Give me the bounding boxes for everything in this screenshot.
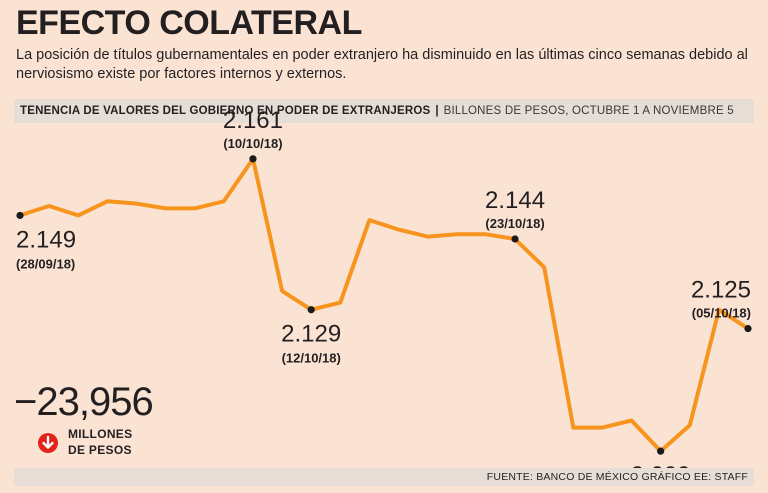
data-point-marker <box>511 235 519 243</box>
data-label-value: 2.129 <box>281 321 341 348</box>
data-point-marker <box>307 306 315 314</box>
summary-unit-line2: DE PESOS <box>68 443 132 457</box>
data-point-marker <box>744 324 752 333</box>
data-point-marker <box>16 211 24 220</box>
data-label-value: 2.125 <box>691 277 751 304</box>
summary-unit: MILLONES DE PESOS <box>68 426 132 458</box>
chart-header-title: TENENCIA DE VALORES DEL GOBIERNO EN PODE… <box>20 105 431 117</box>
chart-subtitle: La posición de títulos gubernamentales e… <box>16 47 748 82</box>
summary-value: −23,956 <box>14 380 154 424</box>
chart-header-units: BILLONES DE PESOS, OCTUBRE 1 A NOVIEMBRE… <box>443 105 734 117</box>
chart-header-bar: TENENCIA DE VALORES DEL GOBIERNO EN PODE… <box>14 99 754 123</box>
data-label-date: (05/10/18) <box>692 306 751 321</box>
data-label-date: (23/10/18) <box>485 216 544 231</box>
data-label-value: 2.161 <box>223 107 283 134</box>
data-label-value: 2.144 <box>485 187 545 214</box>
data-label-value: 2.149 <box>16 226 76 253</box>
series-line <box>18 156 750 454</box>
data-label-date: (12/10/18) <box>282 351 341 366</box>
data-label-date: (10/10/18) <box>223 136 282 151</box>
data-label-date: (28/09/18) <box>16 256 75 271</box>
arrow-down-icon <box>38 433 58 453</box>
data-point-marker <box>249 155 257 163</box>
summary-unit-line1: MILLONES <box>68 427 133 441</box>
chart-header-separator: | <box>435 105 439 117</box>
chart-title: EFECTO COLATERAL <box>16 4 362 42</box>
source-bar: FUENTE: BANCO DE MÉXICO GRÁFICO EE: STAF… <box>14 468 754 486</box>
source-text: FUENTE: BANCO DE MÉXICO GRÁFICO EE: STAF… <box>486 471 748 483</box>
data-point-marker <box>657 447 665 455</box>
